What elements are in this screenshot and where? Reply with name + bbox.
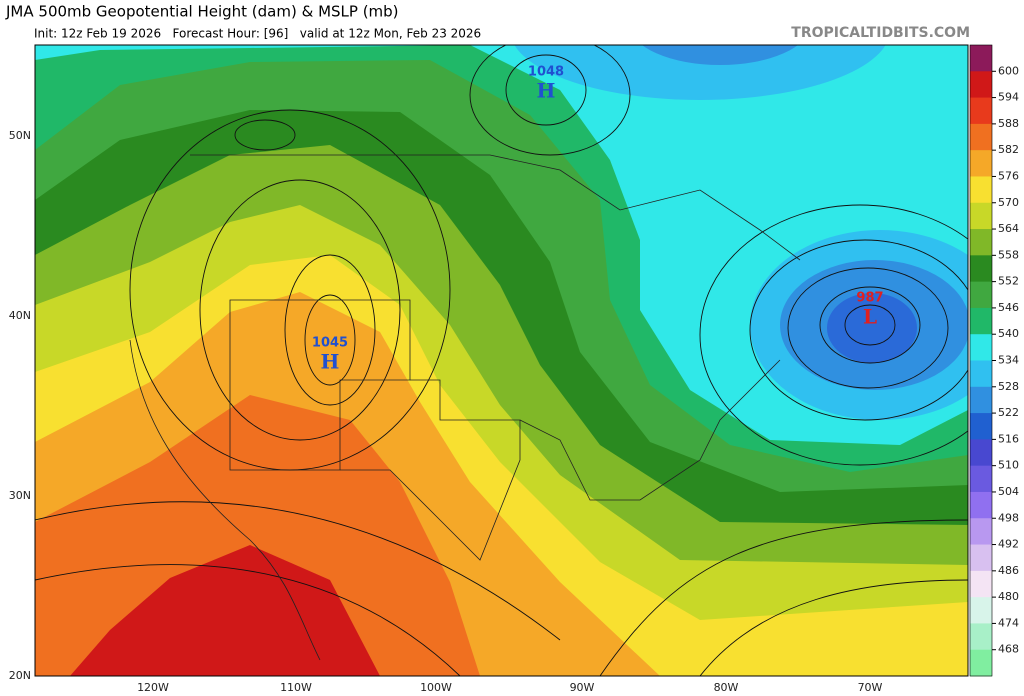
- pressure-symbol: H: [321, 350, 340, 374]
- colorbar-swatch: [970, 229, 992, 256]
- pressure-symbol: L: [863, 305, 877, 329]
- borders: [129, 154, 801, 661]
- colorbar-swatch: [970, 413, 992, 440]
- longitude-label: 100W: [420, 681, 452, 694]
- height-field: [35, 45, 968, 676]
- colorbar-swatch: [970, 386, 992, 414]
- colorbar-label: 582: [998, 143, 1019, 156]
- colorbar-swatch: [970, 150, 992, 177]
- longitude-label: 120W: [137, 681, 169, 694]
- colorbar-swatch: [970, 71, 992, 99]
- colorbar-swatch: [970, 465, 992, 493]
- colorbar-swatch: [970, 123, 992, 151]
- pressure-symbol: H: [537, 79, 556, 103]
- pressure-value: 1045: [312, 336, 348, 351]
- colorbar-label: 522: [998, 406, 1019, 419]
- colorbar-swatch: [970, 360, 992, 388]
- colorbar-label: 510: [998, 459, 1019, 472]
- colorbar-label: 480: [998, 590, 1019, 603]
- map-frame: [34, 44, 969, 677]
- colorbar-swatch: [970, 307, 992, 335]
- colorbar-label: 474: [998, 616, 1019, 629]
- pressure-value: 1048: [528, 65, 564, 80]
- colorbar-swatch: [970, 334, 992, 361]
- colorbar-swatch: [970, 570, 992, 598]
- longitude-label: 110W: [280, 681, 312, 694]
- colorbar-label: 528: [998, 380, 1019, 393]
- colorbar-label: 594: [998, 91, 1019, 104]
- longitude-label: 80W: [714, 681, 739, 694]
- colorbar-swatch: [970, 544, 992, 572]
- colorbar-label: 600: [998, 64, 1019, 77]
- colorbar-swatch: [970, 202, 992, 230]
- colorbar-label: 588: [998, 117, 1019, 130]
- colorbar-swatch: [970, 255, 992, 283]
- colorbar-swatch: [970, 45, 992, 72]
- latitude-label: 50N: [9, 129, 31, 142]
- colorbar-label: 534: [998, 354, 1019, 367]
- pressure-value: 987: [856, 291, 883, 306]
- colorbar-swatch: [970, 97, 992, 125]
- colorbar-label: 504: [998, 485, 1019, 498]
- subtitle: Init: 12z Feb 19 2026 Forecast Hour: [96…: [34, 27, 481, 41]
- colorbar-swatch: [970, 281, 992, 309]
- colorbar-swatch: [970, 439, 992, 467]
- latitude-label: 20N: [9, 669, 31, 682]
- colorbar-label: 576: [998, 169, 1019, 182]
- colorbar-swatch: [970, 597, 992, 624]
- colorbar-label: 546: [998, 301, 1019, 314]
- watermark: TROPICALTIDBITS.COM: [791, 25, 970, 41]
- colorbar-label: 498: [998, 511, 1019, 524]
- colorbar-label: 468: [998, 643, 1019, 656]
- colorbar-label: 516: [998, 432, 1019, 445]
- latitude-label: 40N: [9, 309, 31, 322]
- colorbar-swatch: [970, 649, 992, 677]
- title: JMA 500mb Geopotential Height (dam) & MS…: [5, 3, 399, 21]
- colorbar-swatch: [970, 518, 992, 546]
- colorbar-label: 486: [998, 564, 1019, 577]
- latitude-label: 30N: [9, 489, 31, 502]
- longitude-label: 90W: [570, 681, 595, 694]
- longitude-label: 70W: [858, 681, 883, 694]
- colorbar-swatch: [970, 491, 992, 519]
- colorbar-label: 540: [998, 327, 1019, 340]
- colorbar-label: 570: [998, 196, 1019, 209]
- colorbar-label: 492: [998, 538, 1019, 551]
- colorbar-label: 552: [998, 275, 1019, 288]
- colorbar-swatch: [970, 623, 992, 651]
- colorbar-swatch: [970, 176, 992, 204]
- isobars: [35, 45, 968, 676]
- colorbar-label: 558: [998, 248, 1019, 261]
- colorbar-label: 564: [998, 222, 1019, 235]
